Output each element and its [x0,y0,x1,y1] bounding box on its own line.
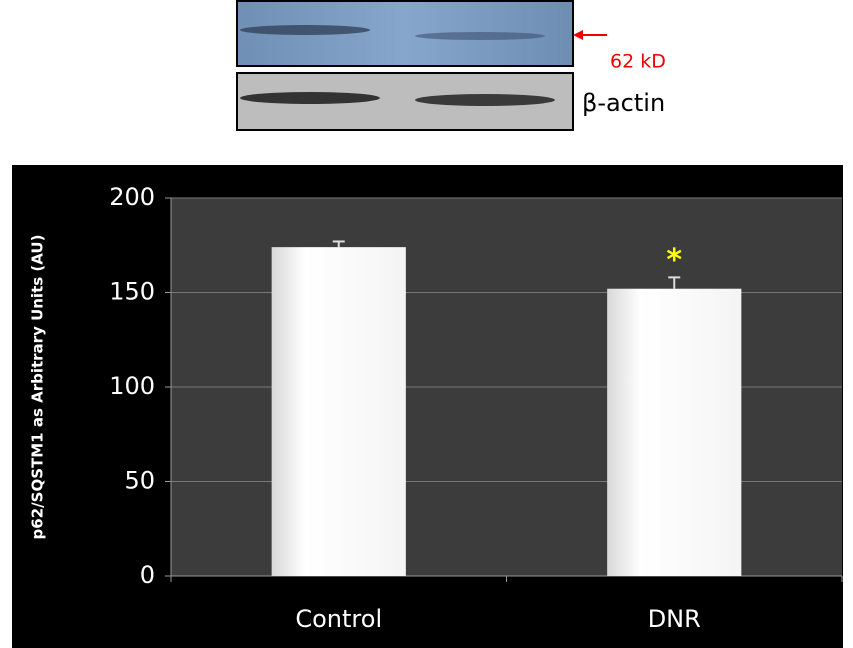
y-tick-label: 200 [109,183,155,211]
band [415,94,555,106]
figure: 62 kD β-actin p62/SQSTM1 as Arbitrary Un… [0,0,853,648]
y-tick-label: 0 [140,561,155,589]
significance-marker: * [666,243,682,278]
y-tick-label: 50 [124,467,155,495]
page: {"blot": {"band_label": "62 kD", "loadin… [0,0,853,648]
western-blot: 62 kD β-actin [237,1,666,130]
arrow-head [573,30,583,40]
y-tick-label: 150 [109,278,155,306]
y-tick-label: 100 [109,372,155,400]
bar [607,289,741,576]
band [415,32,545,40]
band [240,25,370,35]
x-tick-label: DNR [648,605,701,633]
y-axis-label: p62/SQSTM1 as Arbitrary Units (AU) [29,235,47,540]
band [240,92,380,104]
loading-label: β-actin [582,89,665,117]
band-label: 62 kD [610,51,666,73]
x-tick-label: Control [295,605,382,633]
bar [272,247,406,576]
